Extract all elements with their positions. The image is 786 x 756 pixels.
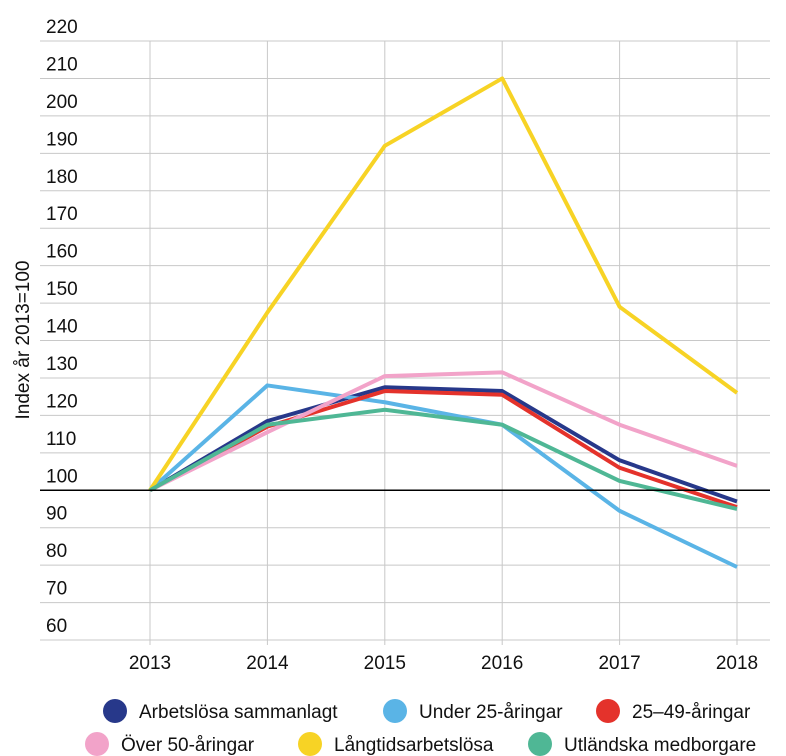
series-line xyxy=(149,407,738,511)
y-tick-label: 70 xyxy=(46,579,67,600)
y-tick-label: 210 xyxy=(46,54,78,75)
y-tick-label: 220 xyxy=(46,17,78,38)
y-tick-label: 140 xyxy=(46,317,78,338)
y-tick-label: 60 xyxy=(46,616,67,637)
series-line xyxy=(148,385,738,504)
y-tick-label: 130 xyxy=(46,354,78,375)
series-line xyxy=(148,383,738,569)
y-tick-label: 150 xyxy=(46,279,78,300)
y-tick-label: 180 xyxy=(46,167,78,188)
x-tick-label: 2018 xyxy=(716,653,758,674)
y-tick-label: 190 xyxy=(46,129,78,150)
x-tick-label: 2014 xyxy=(246,653,289,674)
y-axis-title: Index år 2013=100 xyxy=(13,261,34,420)
y-tick-label: 200 xyxy=(46,92,78,113)
y-tick-label: 170 xyxy=(46,204,78,225)
legend-label: Utländska medborgare xyxy=(564,735,756,756)
y-tick-label: 160 xyxy=(46,242,78,263)
y-tick-label: 120 xyxy=(46,391,78,412)
legend-label: Under 25-åringar xyxy=(419,702,563,723)
x-tick-label: 2015 xyxy=(364,653,406,674)
y-tick-label: 90 xyxy=(46,504,67,525)
y-tick-label: 100 xyxy=(46,466,78,487)
series-line xyxy=(149,370,738,493)
y-tick-label: 110 xyxy=(46,429,76,450)
legend-label: Arbetslösa sammanlagt xyxy=(139,702,338,723)
y-tick-label: 80 xyxy=(46,541,67,562)
legend-marker xyxy=(103,699,127,723)
legend-label: Över 50-åringar xyxy=(121,735,255,756)
x-tick-label: 2017 xyxy=(598,653,640,674)
legend-marker xyxy=(596,699,620,723)
legend-marker xyxy=(298,732,322,756)
legend-label: Långtidsarbetslösa xyxy=(334,735,494,756)
x-tick-label: 2013 xyxy=(129,653,171,674)
series-line xyxy=(148,76,739,492)
legend-marker xyxy=(85,732,109,756)
legend-marker xyxy=(383,699,407,723)
legend-marker xyxy=(528,732,552,756)
legend-label: 25–49-åringar xyxy=(632,702,751,723)
x-tick-label: 2016 xyxy=(481,653,523,674)
